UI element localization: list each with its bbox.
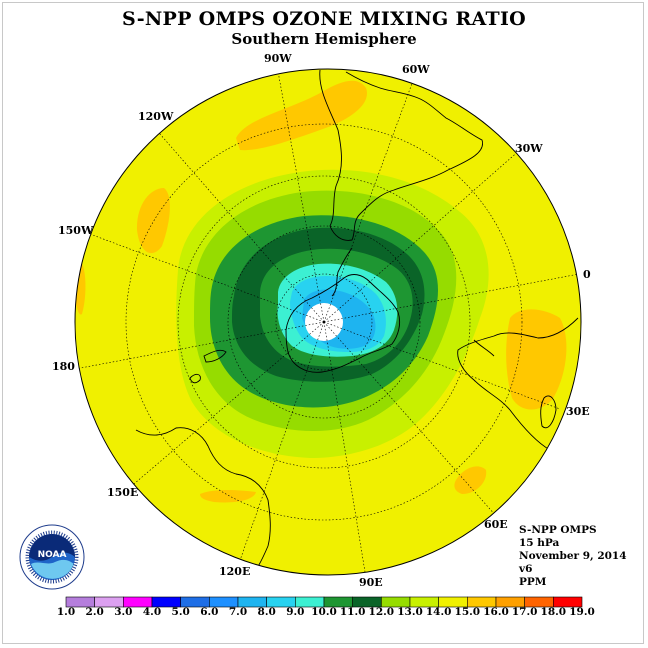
colorbar-label: 15.0 [454, 606, 481, 618]
noaa-logo-text: NOAA [37, 550, 67, 560]
lon-label-90e: 90E [359, 576, 383, 589]
colorbar-label: 2.0 [85, 606, 104, 618]
info-units: PPM [519, 576, 547, 588]
high-ozone-patch [236, 80, 367, 151]
colorbar-swatch [553, 596, 583, 608]
colorbar-label: 9.0 [286, 606, 305, 618]
colorbar-label: 6.0 [200, 606, 219, 618]
lon-label-120w: 120W [138, 110, 174, 123]
lon-label-150e: 150E [107, 486, 139, 499]
info-instrument: S-NPP OMPS [519, 524, 597, 536]
colorbar-label: 16.0 [483, 606, 509, 618]
colorbar-label: 7.0 [228, 606, 248, 618]
colorbar-label: 10.0 [311, 606, 337, 618]
colorbar-label: 4.0 [142, 606, 162, 618]
lon-label-60w: 60W [402, 63, 430, 76]
colorbar-label: 5.0 [171, 606, 190, 618]
graticule [75, 69, 580, 575]
lon-label-30w: 30W [515, 142, 543, 155]
lon-label-150w: 150W [58, 224, 94, 237]
info-date: November 9, 2014 [519, 550, 627, 562]
noaa-logo: NOAA [19, 524, 85, 590]
map-subtitle: Southern Hemisphere [231, 30, 417, 48]
colorbar-label: 1.0 [56, 606, 76, 618]
colorbar-label: 19.0 [569, 606, 595, 618]
lon-label-180: 180 [52, 360, 75, 373]
lon-label-60e: 60E [484, 518, 508, 531]
colorbar-label: 13.0 [397, 606, 423, 618]
info-pressure: 15 hPa [519, 537, 560, 549]
ozone-field [75, 69, 581, 575]
lon-label-120e: 120E [219, 565, 251, 578]
map-boundary [74, 68, 582, 576]
info-block: S-NPP OMPS 15 hPa November 9, 2014 v6 PP… [519, 524, 627, 589]
high-ozone-patch [454, 466, 487, 494]
coastlines [135, 69, 581, 575]
map-title: S-NPP OMPS OZONE MIXING RATIO [121, 8, 527, 30]
lon-label-90w: 90W [264, 52, 292, 65]
colorbar-label: 12.0 [368, 606, 395, 618]
colorbar [65, 596, 583, 608]
high-ozone-patch [136, 188, 170, 254]
lon-label-30e: 30E [566, 405, 590, 418]
lon-label-0: 0 [583, 268, 591, 281]
colorbar-label: 11.0 [339, 606, 366, 618]
colorbar-label: 14.0 [425, 606, 452, 618]
info-version: v6 [519, 563, 533, 575]
colorbar-label: 17.0 [511, 606, 538, 618]
colorbar-label: 8.0 [257, 606, 276, 618]
high-ozone-patch [200, 490, 256, 503]
colorbar-label: 3.0 [114, 606, 133, 618]
colorbar-label: 18.0 [540, 606, 567, 618]
